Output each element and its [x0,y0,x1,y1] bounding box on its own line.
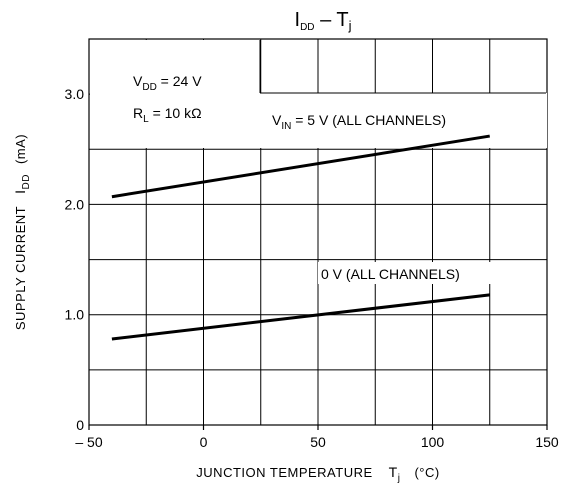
series-line-2 [111,293,490,341]
annotation-vdd: VDD = 24 V [133,73,202,93]
title-main: I [295,9,301,31]
title-sep: – [315,9,337,31]
annotation-rl: RL = 10 kΩ [133,105,202,125]
x-tick-label: – 50 [75,434,102,450]
annotation-vdd-var: V [133,73,143,89]
x-tick-label: 50 [310,434,326,450]
series-line-1 [111,134,490,199]
x-axis-title: JUNCTION TEMPERATURE Tj (°C) [196,464,439,484]
x-axis-title-text: JUNCTION TEMPERATURE [196,465,372,480]
series-label-vin-var: V [272,112,282,128]
series-label-vin: VIN = 5 V (ALL CHANNELS) [272,112,446,132]
y-tick-label: 1.0 [65,307,85,323]
series-label-vin-sub: IN [281,121,291,132]
annotation-rl-sub: L [143,114,149,125]
y-tick-label: 2.0 [65,196,85,212]
annotation-vdd-value: = 24 V [157,73,202,89]
title-main-sub: DD [300,22,314,33]
y-axis-title-sub: DD [21,174,32,189]
y-axis-title-text: SUPPLY CURRENT [13,206,28,330]
title-var: T [336,9,348,31]
annotation-vdd-sub: DD [142,82,156,93]
x-axis-title-var: T [389,464,398,480]
chart-title: IDD – Tj [295,9,352,33]
y-tick-label: 3.0 [65,86,85,102]
annotation-rl-var: R [133,105,143,121]
y-axis-title-unit: (mA) [13,134,28,164]
x-axis-title-unit: (°C) [414,465,439,480]
y-axis-title: SUPPLY CURRENT IDD (mA) [12,134,32,330]
annotation-rl-value: = 10 kΩ [149,105,202,121]
x-tick-label: 100 [421,434,445,450]
series-label-0v-bg [318,262,493,284]
x-axis-title-sub: j [397,473,401,484]
x-tick-label: 150 [535,434,559,450]
x-tick-label: 0 [200,434,208,450]
y-axis-title-var: I [12,189,28,193]
series-label-vin-value: = 5 V (ALL CHANNELS) [291,112,446,128]
series-label-0v: 0 V (ALL CHANNELS) [321,266,460,282]
title-var-sub: j [348,18,352,33]
y-tick-label: 0 [76,417,84,433]
conditions-box [90,40,547,148]
series-group [111,134,490,341]
